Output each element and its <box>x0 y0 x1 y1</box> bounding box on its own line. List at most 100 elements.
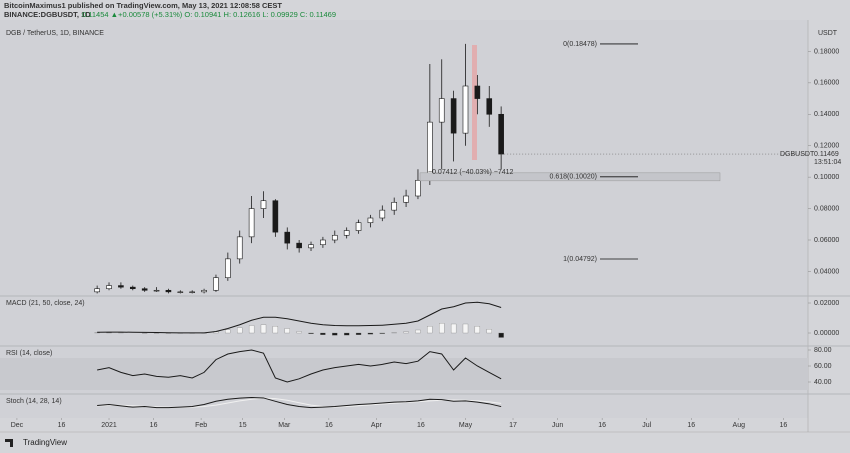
candle-body <box>165 289 172 293</box>
x-tick-label: 16 <box>417 422 425 429</box>
histogram-bar <box>355 332 362 335</box>
histogram-bar <box>367 332 374 335</box>
candle-body <box>308 244 314 249</box>
indicator-line <box>97 397 502 408</box>
x-tick-label: Mar <box>278 422 291 429</box>
candle-body <box>225 258 231 279</box>
y-tick-label: 40.00 <box>814 379 832 386</box>
fib-label: 0(0.18478) <box>563 41 597 48</box>
candle-body <box>403 195 409 203</box>
axis-unit: USDT <box>818 30 838 37</box>
last-price-name: DGBUSDT <box>780 151 815 158</box>
histogram-bar <box>344 332 350 336</box>
y-tick-label: 80.00 <box>814 347 832 354</box>
candle-body <box>141 288 148 291</box>
candle-body <box>320 239 326 246</box>
candle-body <box>153 289 160 292</box>
panel-title: Stoch (14, 28, 14) <box>6 398 62 405</box>
fib-label: 1(0.04792) <box>563 256 597 263</box>
x-tick-label: 16 <box>325 422 333 429</box>
instrument-title: DGB / TetherUS, 1D, BINANCE <box>6 30 104 37</box>
quote: 0.11454 ▲+0.00578 (+5.31%) O: 0.10941 H:… <box>82 10 336 19</box>
x-tick-label: 17 <box>509 422 517 429</box>
histogram-bar <box>296 331 302 334</box>
footer-brand: TradingView <box>23 438 67 447</box>
x-tick-label: 16 <box>779 422 787 429</box>
histogram-bar <box>248 325 255 334</box>
candle-body <box>474 85 481 99</box>
candle-body <box>189 291 195 293</box>
x-tick-label: Feb <box>195 422 207 429</box>
histogram-bar <box>462 323 469 334</box>
y-tick-label: 0.16000 <box>814 80 839 87</box>
y-tick-label: 0.14000 <box>814 111 839 118</box>
x-tick-label: 15 <box>239 422 247 429</box>
x-tick-label: 16 <box>58 422 66 429</box>
candle-body <box>415 179 421 197</box>
panel-title: MACD (21, 50, close, 24) <box>6 300 85 307</box>
histogram-bar <box>308 332 314 334</box>
candle-body <box>177 291 184 293</box>
candle-body <box>331 234 338 241</box>
x-tick-label: Apr <box>371 422 383 429</box>
histogram-bar <box>284 328 290 334</box>
histogram-bar <box>474 326 481 334</box>
y-tick-label: 0.10000 <box>814 174 839 181</box>
candle-body <box>462 85 469 134</box>
y-tick-label: 0.06000 <box>814 237 839 244</box>
histogram-bar <box>332 332 338 336</box>
logo <box>5 439 13 447</box>
y-tick-label: 60.00 <box>814 363 832 370</box>
x-tick-label: Jun <box>552 422 563 429</box>
plot-area <box>0 20 808 418</box>
candle-body <box>284 231 291 244</box>
y-tick-label: 0.02000 <box>814 300 839 307</box>
candle-body <box>391 201 397 211</box>
candle-body <box>106 285 112 290</box>
indicator-line <box>97 301 502 334</box>
candle-body <box>272 200 279 233</box>
histogram-bar <box>403 331 409 334</box>
candle-body <box>201 289 207 293</box>
panel-title: RSI (14, close) <box>6 350 52 357</box>
y-tick-label: 0.00000 <box>814 330 839 337</box>
countdown: 13:51:04 <box>814 159 841 166</box>
histogram-bar <box>379 332 385 334</box>
histogram-bar <box>450 323 457 334</box>
indicator-line <box>97 397 502 409</box>
candle-body <box>236 236 243 260</box>
candle-body <box>438 98 445 123</box>
candle-body <box>260 200 267 209</box>
candle-body <box>355 222 362 231</box>
candle-body <box>248 208 255 238</box>
candle-body <box>498 113 504 155</box>
candle-body <box>450 98 457 134</box>
candle-body <box>379 209 386 219</box>
candle-body <box>213 277 219 291</box>
candle-body <box>486 98 493 115</box>
fib-zone <box>419 172 721 182</box>
histogram-bar <box>486 329 492 334</box>
histogram-bar <box>272 326 279 334</box>
histogram-bar <box>439 323 445 334</box>
y-tick-label: 0.04000 <box>814 268 839 275</box>
candle-body <box>129 286 136 290</box>
measure-band <box>472 45 477 160</box>
measure-label: −0.07412 (−40.03%) −7412 <box>428 169 514 176</box>
x-tick-label: 16 <box>150 422 158 429</box>
histogram-bar <box>320 332 326 335</box>
y-tick-label: 0.12000 <box>814 143 839 150</box>
candle-body <box>367 217 374 224</box>
x-tick-label: Dec <box>11 422 24 429</box>
x-tick-label: 2021 <box>101 422 117 429</box>
rsi-band <box>0 358 808 390</box>
last-price-label: 0.11469 <box>814 151 839 158</box>
histogram-bar <box>225 329 231 334</box>
x-tick-label: 16 <box>598 422 606 429</box>
x-tick-label: May <box>459 422 473 429</box>
histogram-bar <box>415 329 421 334</box>
candle-body <box>94 288 100 293</box>
indicator-line <box>97 349 502 383</box>
y-tick-label: 0.08000 <box>814 205 839 212</box>
